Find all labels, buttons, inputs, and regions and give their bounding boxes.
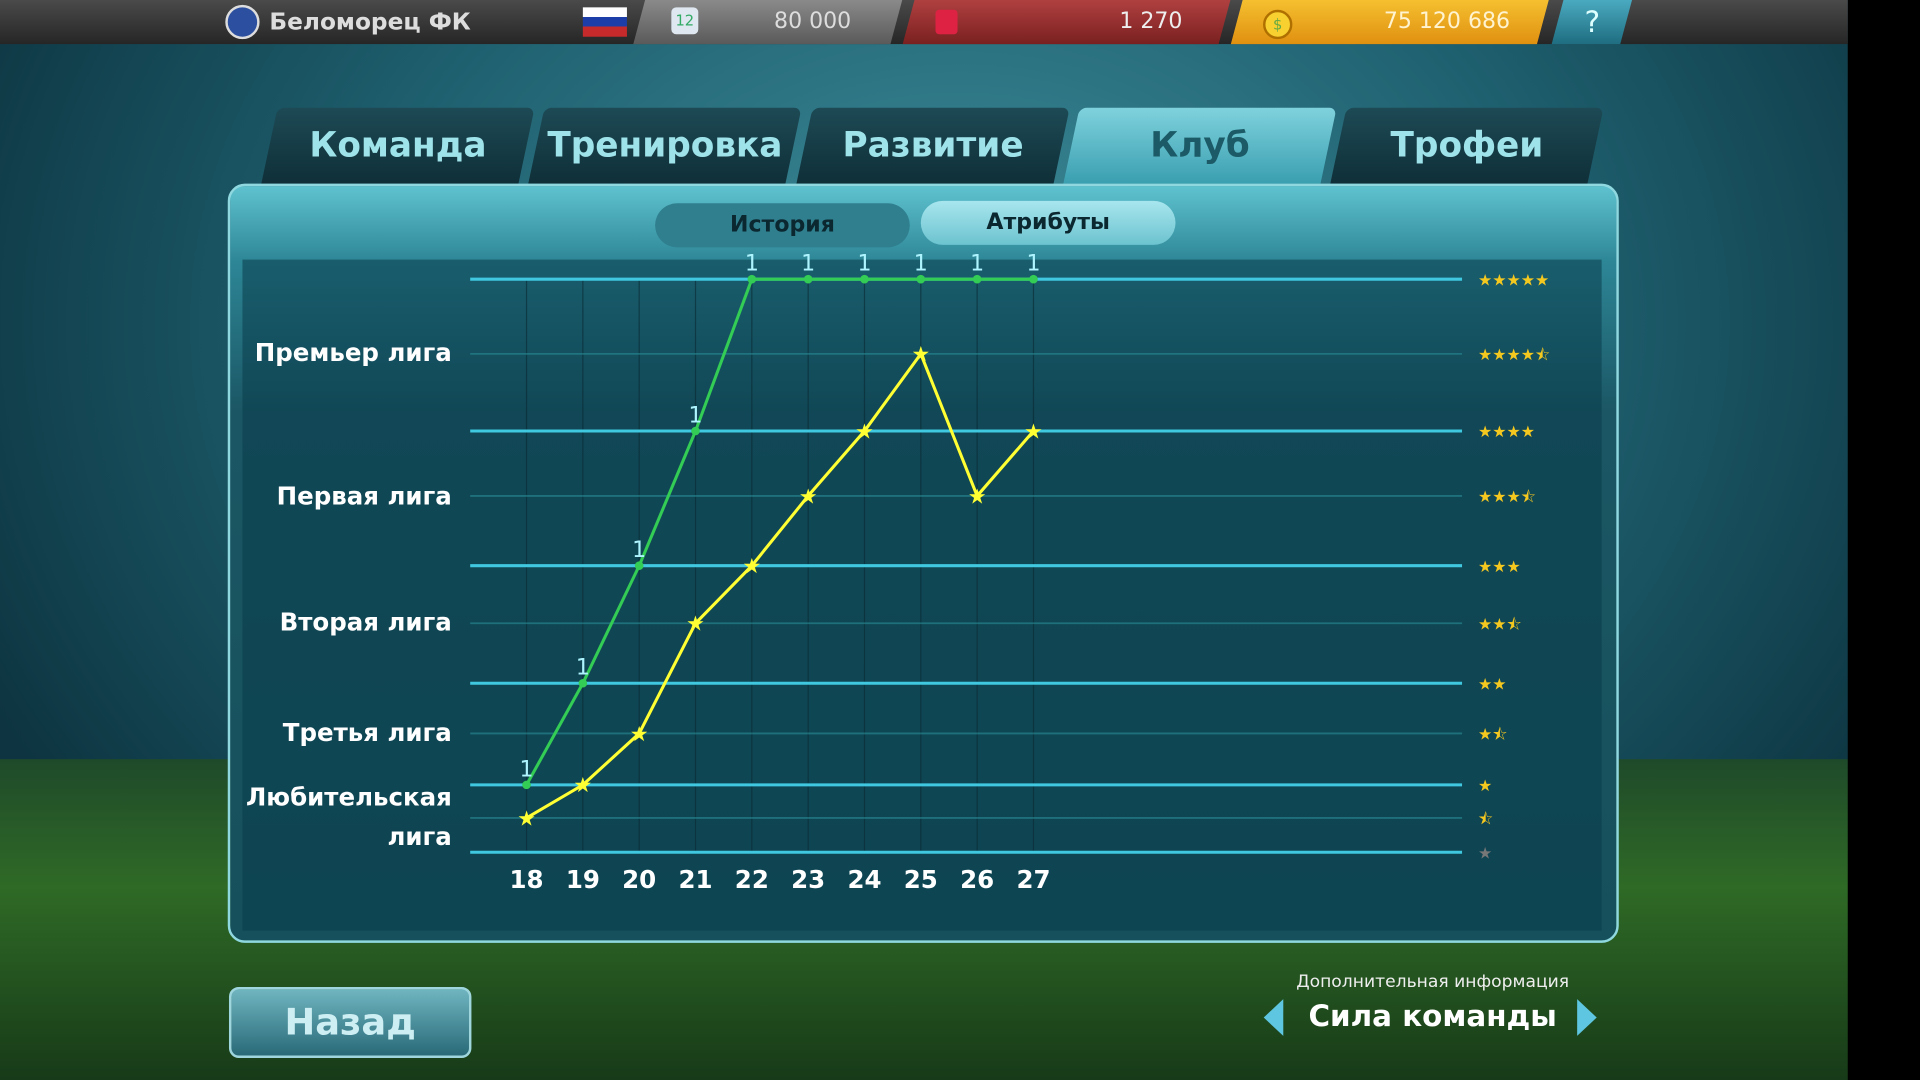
position-label: 1: [1026, 252, 1040, 277]
league-point: [634, 561, 644, 571]
x-tick-label: 24: [847, 865, 881, 894]
more-info-label: Дополнительная информация: [1296, 972, 1570, 992]
x-tick-label: 26: [960, 865, 994, 894]
more-info: Дополнительная информация Сила команды: [1261, 972, 1604, 1033]
strength-star-point: ★: [855, 419, 874, 443]
league-point: [972, 274, 982, 284]
prev-arrow-icon[interactable]: [1263, 999, 1284, 1036]
x-tick-label: 25: [904, 865, 938, 894]
star-rating: ★⯪: [1478, 725, 1507, 744]
position-label: 1: [970, 252, 984, 277]
strength-star-point: ★: [686, 612, 705, 636]
league-label: Первая лига: [277, 481, 452, 510]
russia-flag-icon: [582, 7, 627, 37]
x-tick-label: 22: [735, 865, 769, 894]
league-point: [1029, 274, 1038, 284]
league-label: Любительская: [246, 783, 452, 812]
star-rating: ★★⯪: [1478, 614, 1522, 633]
league-label: Премьер лига: [255, 338, 452, 367]
position-label: 1: [801, 252, 815, 277]
league-point: [916, 274, 926, 284]
position-label: 1: [914, 252, 928, 277]
league-point: [747, 274, 757, 284]
position-label: 1: [745, 252, 759, 277]
strength-line: [525, 350, 1035, 820]
league-point: [803, 274, 813, 284]
star-rating: ★★★★★: [1478, 270, 1549, 289]
x-tick-label: 21: [678, 865, 712, 894]
strength-star-point: ★: [968, 484, 987, 508]
strength-star-point: ★: [574, 773, 593, 797]
next-arrow-icon[interactable]: [1577, 999, 1597, 1036]
club-logo-icon: [225, 4, 260, 40]
star-rating: ★★: [1478, 674, 1507, 693]
club-info[interactable]: Беломорец ФК: [225, 4, 471, 40]
strength-star-point: ★: [1024, 419, 1043, 443]
x-tick-label: 19: [566, 865, 600, 894]
league-label: лига: [387, 822, 451, 851]
league-point: [578, 678, 588, 688]
position-label: 1: [688, 403, 702, 428]
strength-star-point: ★: [630, 722, 649, 746]
league-point: [691, 426, 700, 436]
league-line: [525, 277, 1034, 786]
star-rating: ★★★: [1478, 557, 1521, 576]
strength-star-point: ★: [517, 806, 536, 830]
subtab-attributes[interactable]: Атрибуты: [920, 200, 1176, 245]
strength-star-point: ★: [799, 484, 818, 508]
letterbox: [1847, 0, 1920, 1080]
star-rating: ★: [1478, 843, 1492, 862]
star-rating: ★★★⯪: [1478, 487, 1536, 506]
x-tick-label: 27: [1016, 865, 1050, 894]
strength-star-point: ★: [743, 554, 762, 578]
star-rating: ★★★★: [1478, 422, 1535, 441]
league-label: Вторая лига: [280, 608, 452, 637]
position-label: 1: [576, 656, 590, 681]
league-label: Третья лига: [283, 718, 452, 747]
top-bar: Беломорец ФК 12 80 000 1 270 $ 75 120 68…: [0, 0, 1848, 45]
position-label: 1: [632, 538, 646, 563]
star-rating: ⯪: [1478, 809, 1493, 828]
position-label: 1: [520, 757, 534, 782]
x-tick-label: 18: [509, 865, 543, 894]
x-tick-label: 20: [622, 865, 656, 894]
back-button[interactable]: Назад: [228, 986, 472, 1058]
league-point: [522, 780, 531, 790]
x-tick-label: 23: [791, 865, 825, 894]
more-info-value: Сила команды: [1308, 999, 1557, 1034]
position-label: 1: [857, 252, 871, 277]
subtab-history[interactable]: История: [655, 203, 910, 248]
league-point: [860, 274, 869, 284]
star-rating: ★★★★⯪: [1478, 345, 1550, 364]
strength-star-point: ★: [911, 342, 930, 366]
club-name: Беломорец ФК: [269, 8, 471, 36]
star-rating: ★: [1478, 776, 1492, 795]
